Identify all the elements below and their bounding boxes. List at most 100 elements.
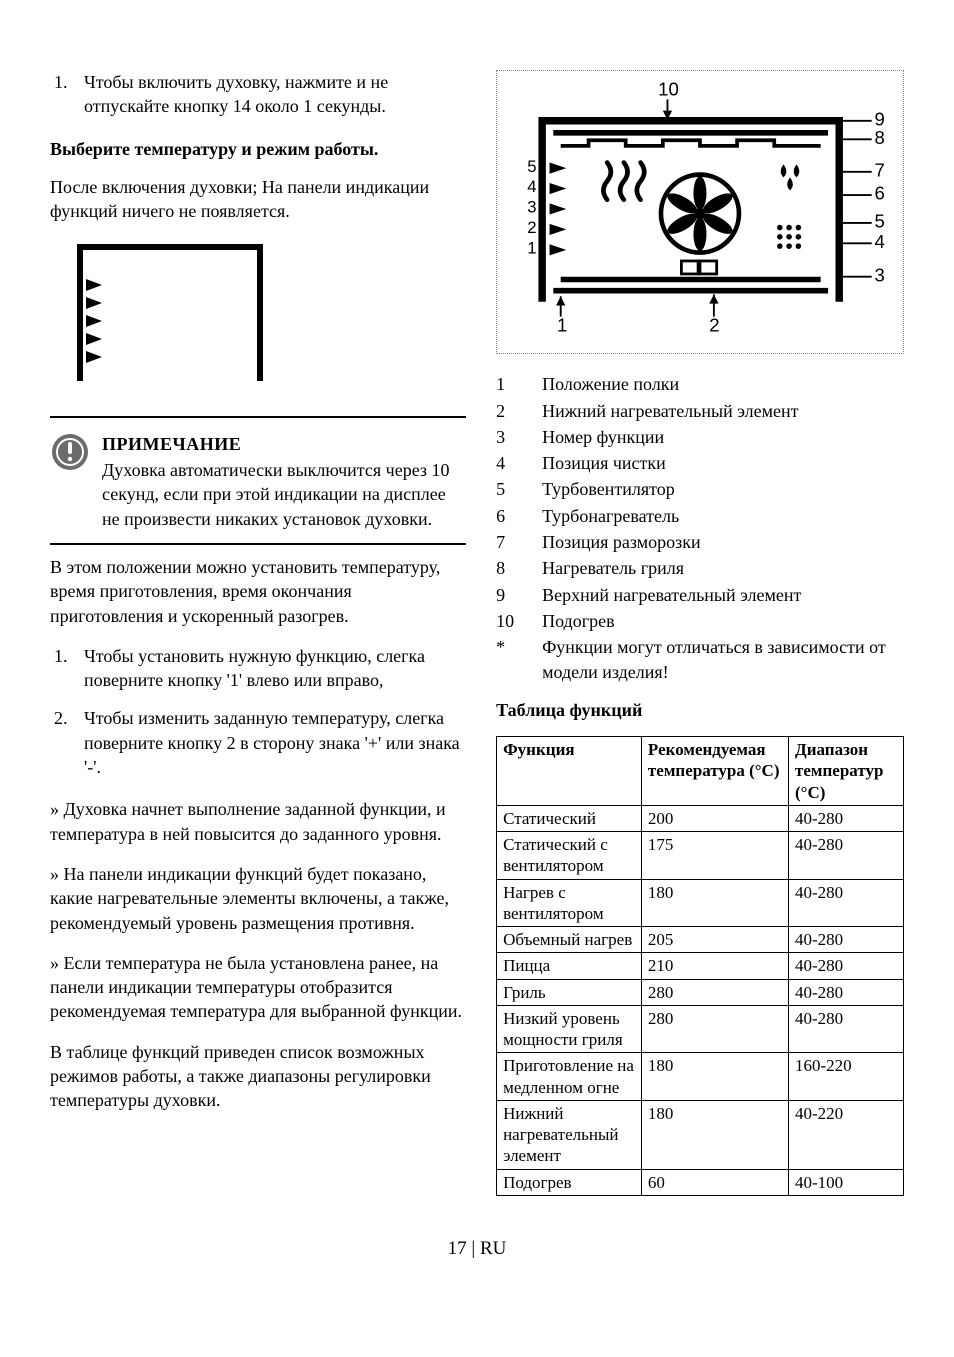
- table-row: Статический20040-280: [497, 805, 904, 831]
- table-cell: Пицца: [497, 953, 642, 979]
- table-cell: 40-280: [789, 953, 904, 979]
- step-1: Чтобы включить духовку, нажмите и не отп…: [72, 70, 466, 119]
- svg-text:1: 1: [557, 315, 567, 336]
- diagram-legend: 1 Положение полки 2 Нижний нагревательный …: [496, 372, 904, 684]
- legend-key-9: 9: [496, 583, 524, 607]
- svg-text:1: 1: [527, 239, 536, 258]
- oven-diagram: 10 9 8 7 6 5 4: [496, 70, 904, 354]
- legend-val-3: Номер функции: [542, 425, 904, 449]
- text-after-on: После включения духовки; На панели индик…: [50, 175, 466, 224]
- legend-key-7: 7: [496, 530, 524, 554]
- table-cell: 180: [641, 879, 788, 927]
- result-4: В таблице функций приведен список возмож…: [50, 1040, 466, 1113]
- table-cell: 200: [641, 805, 788, 831]
- table-cell: 210: [641, 953, 788, 979]
- table-row: Низкий уровень мощности гриля28040-280: [497, 1005, 904, 1053]
- legend-val-9: Верхний нагревательный элемент: [542, 583, 904, 607]
- svg-text:5: 5: [527, 157, 536, 176]
- table-cell: Статический: [497, 805, 642, 831]
- table-cell: 60: [641, 1169, 788, 1195]
- table-row: Нижний нагревательный элемент18040-220: [497, 1100, 904, 1169]
- legend-val-4: Позиция чистки: [542, 451, 904, 475]
- table-row: Статический с вентилятором17540-280: [497, 832, 904, 880]
- legend-key-10: 10: [496, 609, 524, 633]
- table-cell: Низкий уровень мощности гриля: [497, 1005, 642, 1053]
- set-step-1: Чтобы установить нужную функцию, слегка …: [72, 644, 466, 693]
- functions-table: Функция Рекомендуемая температура (°C) Д…: [496, 736, 904, 1196]
- intro-steps: Чтобы включить духовку, нажмите и не отп…: [50, 70, 466, 119]
- set-steps: Чтобы установить нужную функцию, слегка …: [50, 644, 466, 779]
- svg-text:5: 5: [875, 211, 885, 232]
- heading-select-temp: Выберите температуру и режим работы.: [50, 137, 466, 161]
- right-column: 10 9 8 7 6 5 4: [496, 70, 904, 1196]
- simple-oven-diagram: [64, 241, 466, 397]
- table-cell: 40-220: [789, 1100, 904, 1169]
- page-footer: 17 | RU: [50, 1236, 904, 1262]
- note-icon: [50, 432, 90, 478]
- left-column: Чтобы включить духовку, нажмите и не отп…: [50, 70, 466, 1196]
- svg-text:3: 3: [527, 198, 536, 217]
- table-cell: 40-280: [789, 832, 904, 880]
- table-cell: 180: [641, 1053, 788, 1101]
- legend-key-3: 3: [496, 425, 524, 449]
- legend-key-1: 1: [496, 372, 524, 396]
- legend-val-2: Нижний нагревательный элемент: [542, 399, 904, 423]
- table-cell: Нагрев с вентилятором: [497, 879, 642, 927]
- th-range: Диапазон температур (°C): [789, 737, 904, 806]
- legend-key-8: 8: [496, 556, 524, 580]
- table-cell: 280: [641, 979, 788, 1005]
- legend-key-2: 2: [496, 399, 524, 423]
- table-row: Приготовление на медленном огне180160-22…: [497, 1053, 904, 1101]
- table-row: Нагрев с вентилятором18040-280: [497, 879, 904, 927]
- page-columns: Чтобы включить духовку, нажмите и не отп…: [50, 70, 904, 1196]
- table-cell: Нижний нагревательный элемент: [497, 1100, 642, 1169]
- legend-val-8: Нагреватель гриля: [542, 556, 904, 580]
- result-3: » Если температура не была установлена р…: [50, 951, 466, 1024]
- table-cell: 40-280: [789, 879, 904, 927]
- rule-bottom: [50, 543, 466, 545]
- rule-top: [50, 416, 466, 418]
- svg-text:8: 8: [875, 127, 885, 148]
- table-cell: Приготовление на медленном огне: [497, 1053, 642, 1101]
- note-title: ПРИМЕЧАНИЕ: [102, 432, 466, 456]
- table-cell: Объемный нагрев: [497, 927, 642, 953]
- svg-text:4: 4: [527, 177, 536, 196]
- svg-text:2: 2: [709, 315, 719, 336]
- table-cell: 40-100: [789, 1169, 904, 1195]
- th-recommended: Рекомендуемая температура (°C): [641, 737, 788, 806]
- svg-text:3: 3: [875, 264, 885, 285]
- legend-val-5: Турбовентилятор: [542, 477, 904, 501]
- legend-val-star: Функции могут отличаться в зависимости о…: [542, 635, 904, 684]
- table-cell: 40-280: [789, 927, 904, 953]
- legend-val-7: Позиция разморозки: [542, 530, 904, 554]
- legend-val-6: Турбонагреватель: [542, 504, 904, 528]
- table-row: Пицца21040-280: [497, 953, 904, 979]
- table-cell: Статический с вентилятором: [497, 832, 642, 880]
- table-row: Гриль28040-280: [497, 979, 904, 1005]
- table-cell: 40-280: [789, 979, 904, 1005]
- table-cell: 175: [641, 832, 788, 880]
- table-cell: 160-220: [789, 1053, 904, 1101]
- legend-val-10: Подогрев: [542, 609, 904, 633]
- text-position: В этом положении можно установить темпер…: [50, 555, 466, 628]
- result-2: » На панели индикации функций будет пока…: [50, 862, 466, 935]
- table-cell: 40-280: [789, 1005, 904, 1053]
- set-step-2: Чтобы изменить заданную температуру, сле…: [72, 706, 466, 779]
- legend-key-star: *: [496, 635, 524, 684]
- th-function: Функция: [497, 737, 642, 806]
- table-row: Подогрев6040-100: [497, 1169, 904, 1195]
- legend-key-5: 5: [496, 477, 524, 501]
- table-title: Таблица функций: [496, 698, 904, 722]
- svg-text:6: 6: [875, 183, 885, 204]
- note-box: ПРИМЕЧАНИЕ Духовка автоматически выключи…: [50, 428, 466, 539]
- table-cell: 205: [641, 927, 788, 953]
- svg-text:4: 4: [875, 231, 885, 252]
- legend-key-4: 4: [496, 451, 524, 475]
- table-cell: Гриль: [497, 979, 642, 1005]
- legend-val-1: Положение полки: [542, 372, 904, 396]
- table-cell: 180: [641, 1100, 788, 1169]
- svg-text:2: 2: [527, 218, 536, 237]
- table-cell: 40-280: [789, 805, 904, 831]
- table-row: Объемный нагрев20540-280: [497, 927, 904, 953]
- result-1: » Духовка начнет выполнение заданной фун…: [50, 797, 466, 846]
